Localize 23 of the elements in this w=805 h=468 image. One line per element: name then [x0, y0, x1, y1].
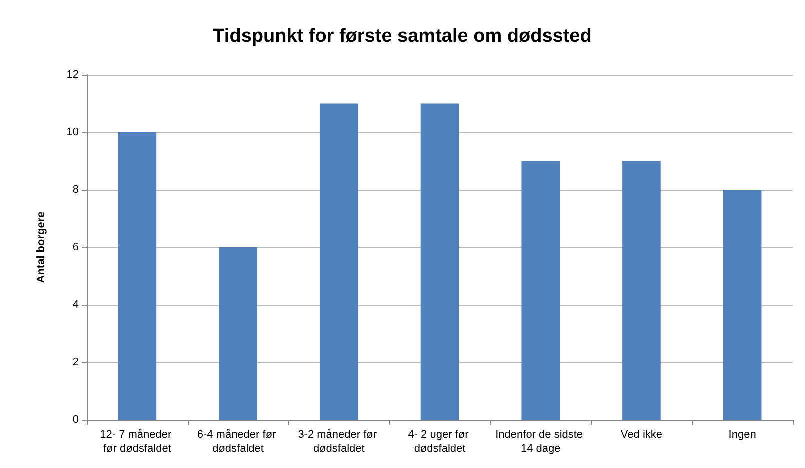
y-tick-label: 2 [72, 356, 79, 368]
bar [522, 161, 560, 420]
bar [420, 104, 460, 420]
y-tick-label: 12 [66, 69, 79, 81]
y-tick-label: 8 [72, 184, 79, 196]
y-axis-title: Antal borgere [36, 212, 48, 284]
y-tick-label: 0 [72, 414, 79, 426]
x-tick-label: 12- 7 måneder før dødsfaldet [100, 429, 175, 455]
bar [320, 104, 358, 420]
chart-title: Tidspunkt for første samtale om dødssted [213, 26, 592, 47]
x-tick-label: Ingen [728, 429, 756, 441]
y-tick-label: 10 [66, 126, 79, 138]
y-tick-label: 4 [72, 299, 79, 311]
x-tick-label: 4- 2 uger før dødsfaldet [408, 429, 472, 455]
x-tick-label: 3-2 måneder før dødsfaldet [298, 429, 380, 455]
bar [723, 190, 762, 420]
bar [219, 248, 258, 420]
bar [622, 161, 661, 420]
y-tick-label: 6 [72, 242, 79, 254]
bar [118, 132, 157, 420]
x-tick-label: Ved ikke [620, 429, 663, 441]
x-tick-label: Indenfor de sidste 14 dage [496, 429, 586, 455]
x-tick-label: 6-4 måneder før dødsfaldet [197, 429, 280, 455]
